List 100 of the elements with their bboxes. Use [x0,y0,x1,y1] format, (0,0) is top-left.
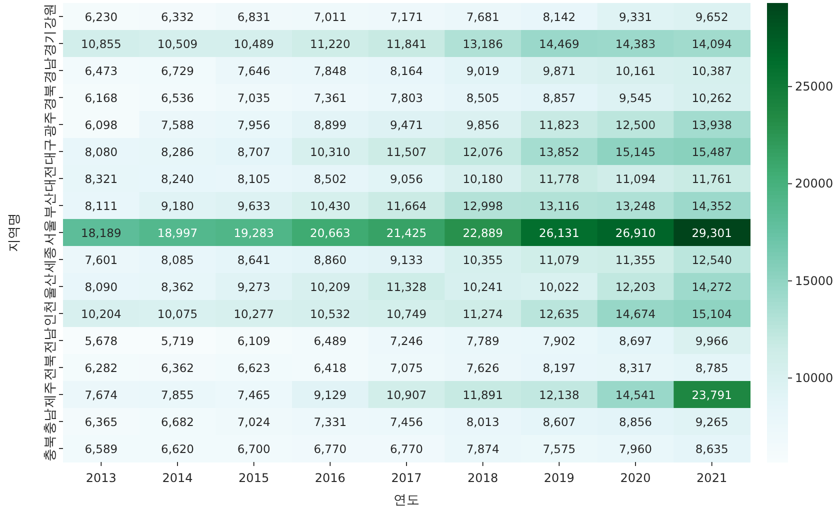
y-tick-label: 경북 [43,84,58,110]
data-label: 6,620 [161,442,194,456]
data-label: 8,857 [542,91,576,105]
data-label: 10,204 [81,307,122,321]
data-label: 7,960 [619,442,652,456]
data-label: 8,085 [161,253,194,267]
data-label: 8,635 [695,442,728,456]
data-label: 10,209 [310,280,350,294]
data-label: 6,365 [84,415,118,429]
y-tick-label: 전남 [43,328,58,354]
data-label: 10,509 [157,37,198,51]
data-label: 9,273 [237,280,270,294]
data-label: 8,286 [161,145,194,159]
y-tick-label: 강원 [43,4,58,30]
data-label: 9,133 [390,253,423,267]
data-label: 8,105 [237,172,270,186]
y-tick-label: 인천 [43,300,58,326]
data-label: 11,891 [462,388,503,402]
data-label: 11,823 [539,118,580,132]
data-label: 6,362 [161,361,194,375]
data-label: 6,589 [84,442,118,456]
x-tick-label: 2021 [696,471,728,485]
data-label: 7,035 [237,91,270,105]
data-label: 6,729 [161,64,194,78]
x-tick-label: 2016 [314,471,346,485]
data-label: 11,328 [386,280,427,294]
data-label: 7,075 [390,361,423,375]
data-label: 8,707 [237,145,270,159]
data-label: 5,678 [84,334,118,348]
data-label: 7,575 [542,442,576,456]
data-label: 10,355 [462,253,503,267]
data-label: 14,352 [692,199,732,213]
data-label: 8,317 [619,361,652,375]
y-tick-label: 경기 [43,30,58,56]
data-label: 6,536 [161,91,194,105]
data-label: 11,094 [615,172,656,186]
data-label: 10,907 [386,388,427,402]
data-label: 9,633 [237,199,270,213]
data-label: 10,075 [157,307,198,321]
data-label: 7,588 [161,118,194,132]
data-label: 14,272 [692,280,732,294]
y-axis-title: 지역명 [7,213,22,252]
data-label: 9,471 [390,118,423,132]
data-label: 6,770 [314,442,347,456]
data-label: 13,186 [462,37,503,51]
data-label: 26,910 [615,226,656,240]
data-label: 10,180 [462,172,503,186]
data-label: 15,145 [615,145,656,159]
data-label: 6,831 [237,10,270,24]
y-tick-label: 경남 [43,58,58,84]
data-label: 10,161 [615,64,656,78]
y-tick-label: 충북 [43,436,58,462]
data-label: 11,841 [386,37,427,51]
data-label: 8,899 [314,118,347,132]
y-tick-label: 대구 [43,138,58,164]
data-label: 7,601 [84,253,118,267]
data-label: 8,240 [161,172,194,186]
data-label: 26,131 [539,226,580,240]
y-tick-label: 대전 [43,166,58,192]
data-label: 10,262 [692,91,732,105]
data-label: 11,778 [539,172,580,186]
data-label: 8,362 [161,280,194,294]
y-tick-label: 세종 [43,246,58,272]
data-label: 14,383 [615,37,656,51]
data-label: 7,874 [466,442,500,456]
data-label: 8,013 [466,415,500,429]
data-label: 7,674 [84,388,118,402]
data-label: 11,761 [692,172,732,186]
data-label: 9,056 [390,172,423,186]
y-tick-label: 울산 [43,274,58,300]
data-label: 7,681 [466,10,500,24]
data-label: 13,938 [692,118,732,132]
data-label: 7,331 [314,415,347,429]
data-label: 8,505 [466,91,500,105]
data-label: 9,652 [695,10,728,24]
data-label: 11,079 [539,253,580,267]
data-label: 12,076 [462,145,503,159]
data-label: 7,902 [542,334,576,348]
data-label: 7,246 [390,334,423,348]
data-label: 9,265 [695,415,728,429]
data-label: 14,469 [539,37,580,51]
data-label: 15,104 [692,307,732,321]
data-label: 6,282 [84,361,118,375]
data-label: 6,473 [84,64,118,78]
data-label: 12,138 [539,388,580,402]
data-label: 10,022 [539,280,580,294]
color-bar-label: 10000 [795,371,834,386]
x-tick-label: 2017 [391,471,422,485]
data-label: 12,635 [539,307,580,321]
data-label: 18,189 [81,226,122,240]
data-label: 14,094 [692,37,732,51]
data-label: 12,998 [462,199,503,213]
data-label: 9,331 [619,10,652,24]
color-bar-label: 25000 [795,80,834,94]
data-label: 14,674 [615,307,656,321]
data-label: 10,489 [234,37,274,51]
data-label: 10,855 [81,37,122,51]
data-label: 13,852 [539,145,580,159]
data-label: 11,355 [615,253,656,267]
data-label: 9,856 [466,118,500,132]
